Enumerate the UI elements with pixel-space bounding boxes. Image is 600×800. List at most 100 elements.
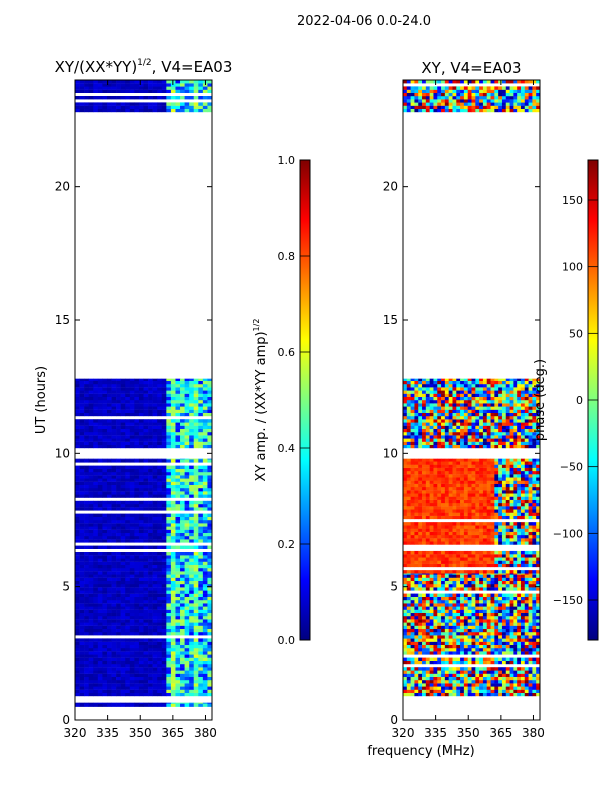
amp-heatmap-cell (93, 526, 99, 530)
amp-heatmap-cell (161, 83, 167, 87)
amp-heatmap-cell (148, 412, 153, 417)
phase-heatmap-cell (437, 638, 442, 642)
phase-heatmap-cell (429, 683, 434, 687)
phase-heatmap-cell (498, 686, 503, 690)
amp-heatmap-cell (88, 619, 94, 623)
amp-heatmap-cell (138, 459, 144, 463)
amp-heatmap-cell (207, 702, 212, 704)
amp-heatmap-cell (88, 441, 94, 445)
amp-heatmap-cell (125, 702, 131, 704)
amp-heatmap-cell (134, 670, 140, 674)
phase-heatmap-cell (494, 638, 499, 642)
amp-heatmap-cell (175, 664, 181, 668)
amp-heatmap-cell (148, 536, 153, 540)
amp-heatmap-cell (161, 419, 167, 423)
amp-heatmap-cell (88, 475, 94, 479)
amp-heatmap-cell (93, 108, 99, 113)
amp-heatmap-cell (166, 606, 172, 610)
amp-heatmap-cell (134, 387, 140, 391)
amp-heatmap-cell (175, 108, 181, 113)
amp-heatmap-cell (134, 660, 140, 665)
amp-heatmap-cell (88, 438, 94, 442)
amp-heatmap-cell (207, 622, 212, 626)
phase-heatmap-cell (448, 541, 453, 545)
phase-heatmap-cell (437, 667, 442, 671)
amp-heatmap-cell (152, 400, 158, 404)
amp-heatmap-cell (198, 102, 204, 106)
phase-heatmap-cell (444, 644, 449, 649)
amp-heatmap-cell (148, 552, 153, 556)
phase-heatmap-cell (414, 641, 419, 645)
phase-heatmap-cell (414, 648, 419, 652)
phase-heatmap-cell (528, 512, 533, 516)
amp-heatmap-cell (138, 484, 144, 489)
amp-heatmap-cell (125, 96, 131, 100)
amp-heatmap-cell (134, 458, 140, 460)
phase-heatmap-cell (418, 512, 423, 516)
amp-heatmap-cell (134, 438, 140, 442)
amp-heatmap-cell (207, 683, 212, 687)
amp-heatmap-cell (170, 606, 176, 610)
phase-heatmap-cell (418, 506, 423, 510)
amp-heatmap-cell (79, 561, 85, 565)
phase-heatmap-cell (448, 603, 453, 607)
amp-heatmap-cell (166, 465, 172, 469)
amp-heatmap-cell (189, 513, 195, 517)
amp-heatmap-cell (161, 692, 167, 697)
phase-heatmap-cell (467, 531, 472, 536)
phase-heatmap-cell (448, 584, 453, 588)
phase-heatmap-cell (509, 557, 514, 561)
phase-heatmap-cell (505, 606, 510, 610)
amp-heatmap-cell (120, 612, 126, 617)
phase-heatmap-cell (410, 660, 415, 665)
amp-heatmap-cell (175, 83, 181, 87)
phase-heatmap-cell (509, 587, 514, 591)
phase-heatmap-cell (414, 531, 419, 536)
amp-heatmap-cell (166, 689, 172, 693)
amp-heatmap-cell (129, 580, 135, 585)
amp-heatmap-cell (161, 590, 167, 594)
amp-heatmap-cell (193, 670, 199, 674)
phase-heatmap-cell (517, 606, 522, 610)
phase-heatmap-cell (482, 609, 488, 613)
amp-heatmap-cell (193, 593, 199, 597)
amp-heatmap-cell (138, 516, 144, 521)
amp-heatmap-cell (148, 580, 153, 585)
amp-heatmap-cell (193, 387, 199, 391)
phase-heatmap-cell (509, 570, 514, 574)
amp-heatmap-cell (138, 584, 144, 588)
amp-heatmap-cell (152, 419, 158, 423)
phase-heatmap-cell (418, 622, 423, 626)
amp-heatmap-cell (184, 494, 190, 498)
amp-heatmap-cell (184, 532, 190, 537)
amp-heatmap-cell (129, 105, 135, 109)
amp-heatmap-cell (79, 475, 85, 479)
amp-heatmap-cell (125, 459, 131, 463)
phase-heatmap-cell (520, 531, 526, 536)
amp-heatmap-cell (193, 465, 199, 469)
amp-heatmap-cell (84, 638, 89, 642)
amp-heatmap-cell (129, 670, 135, 674)
amp-heatmap-cell (170, 380, 176, 385)
amp-heatmap-cell (120, 432, 126, 436)
amp-heatmap-cell (134, 603, 140, 607)
amp-heatmap-cell (93, 89, 99, 93)
phase-heatmap-cell (505, 632, 510, 636)
amp-heatmap-cell (148, 520, 153, 524)
amp-heatmap-cell (175, 378, 181, 381)
amp-heatmap-cell (111, 444, 117, 449)
amp-heatmap-cell (193, 458, 199, 460)
amp-heatmap-cell (111, 580, 117, 585)
amp-heatmap-cell (189, 488, 195, 492)
phase-heatmap-cell (406, 680, 411, 684)
phase-heatmap-cell (463, 622, 468, 626)
phase-heatmap-cell (505, 525, 510, 529)
phase-heatmap-cell (532, 563, 537, 568)
phase-heatmap-cell (536, 622, 540, 626)
amp-heatmap-cell (102, 612, 108, 617)
amp-heatmap-cell (111, 670, 117, 674)
phase-heatmap-cell (494, 644, 499, 649)
amp-heatmap-cell (138, 676, 144, 681)
amp-heatmap-cell (84, 513, 89, 517)
amp-heatmap-cell (111, 526, 117, 530)
